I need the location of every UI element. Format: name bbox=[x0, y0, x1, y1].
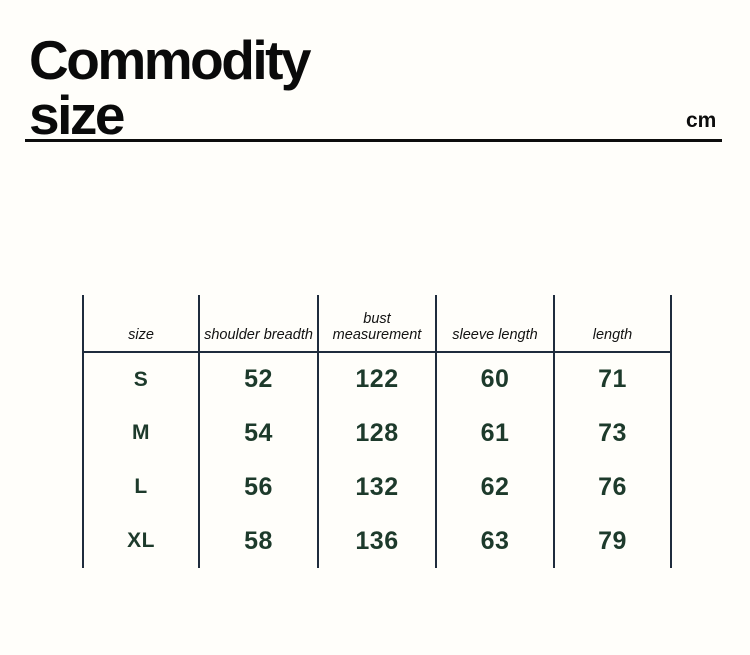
column-header-length: length bbox=[553, 295, 672, 353]
table-header-row: size shoulder breadth bust measurement s… bbox=[82, 295, 672, 353]
page-title-line1: Commodity bbox=[29, 29, 312, 91]
size-label-l: L bbox=[82, 460, 199, 514]
title-underline bbox=[25, 139, 722, 142]
value-m-shoulder: 54 bbox=[198, 406, 318, 460]
unit-label: cm bbox=[686, 109, 717, 132]
page-title: Commodity size bbox=[29, 33, 312, 146]
size-label-xl: XL bbox=[82, 514, 199, 568]
column-header-shoulder-breadth: shoulder breadth bbox=[198, 295, 318, 353]
value-m-length: 73 bbox=[553, 406, 672, 460]
value-m-sleeve: 61 bbox=[435, 406, 554, 460]
table-row-xl: XL 58 136 63 79 bbox=[82, 514, 672, 568]
size-label-m: M bbox=[82, 406, 199, 460]
value-l-sleeve: 62 bbox=[435, 460, 554, 514]
value-xl-length: 79 bbox=[553, 514, 672, 568]
table-row-l: L 56 132 62 76 bbox=[82, 460, 672, 514]
page-title-line2: size bbox=[29, 84, 125, 146]
column-header-bust-measurement: bust measurement bbox=[317, 295, 436, 353]
value-l-length: 76 bbox=[553, 460, 672, 514]
value-s-bust: 122 bbox=[317, 352, 436, 406]
table-row-s: S 52 122 60 71 bbox=[82, 352, 672, 406]
value-s-shoulder: 52 bbox=[198, 352, 318, 406]
value-xl-bust: 136 bbox=[317, 514, 436, 568]
column-header-size: size bbox=[82, 295, 199, 353]
size-table: size shoulder breadth bust measurement s… bbox=[82, 295, 672, 568]
value-l-shoulder: 56 bbox=[198, 460, 318, 514]
value-m-bust: 128 bbox=[317, 406, 436, 460]
value-s-length: 71 bbox=[553, 352, 672, 406]
table-row-m: M 54 128 61 73 bbox=[82, 406, 672, 460]
size-label-s: S bbox=[82, 352, 199, 406]
value-l-bust: 132 bbox=[317, 460, 436, 514]
value-xl-sleeve: 63 bbox=[435, 514, 554, 568]
column-header-sleeve-length: sleeve length bbox=[435, 295, 554, 353]
value-s-sleeve: 60 bbox=[435, 352, 554, 406]
value-xl-shoulder: 58 bbox=[198, 514, 318, 568]
